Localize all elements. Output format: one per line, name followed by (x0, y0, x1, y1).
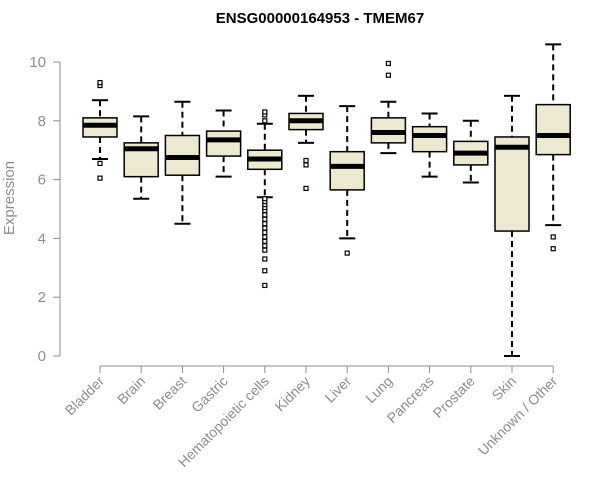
outlier-point (303, 185, 309, 192)
box-group (411, 112, 448, 178)
y-tick-label: 6 (38, 172, 46, 189)
x-tick-label: Breast (150, 373, 190, 413)
outlier-point (262, 118, 268, 124)
box (494, 136, 530, 232)
y-tick-label: 10 (29, 54, 46, 71)
x-tick-label: Bladder (62, 373, 108, 419)
outlier-point (262, 225, 268, 231)
y-tick-label: 4 (38, 230, 46, 247)
outlier-point (262, 268, 268, 274)
outlier-point (262, 216, 268, 222)
box-group (535, 43, 571, 252)
outlier-point (550, 246, 556, 252)
outlier-point (262, 243, 268, 249)
x-tick-label: Lung (362, 373, 395, 406)
outlier-point (550, 234, 556, 240)
outlier-point (262, 256, 268, 262)
box-group (205, 109, 242, 178)
chart-title: ENSG00000164953 - TMEM67 (216, 10, 424, 27)
box-group (164, 100, 201, 225)
x-tick-label: Kidney (272, 373, 314, 415)
y-axis-label: Expression (1, 161, 18, 235)
y-tick-label: 0 (38, 348, 46, 365)
outlier-point (262, 238, 268, 244)
y-tick-label: 2 (38, 289, 46, 306)
outlier-point (262, 282, 268, 289)
x-tick-label: Skin (489, 373, 520, 404)
x-tick-label: Liver (322, 373, 355, 406)
outlier-point (344, 250, 350, 256)
box (205, 130, 242, 157)
x-tick-label: Brain (114, 373, 148, 407)
box (411, 125, 448, 153)
outlier-point (97, 160, 103, 167)
box-group (453, 119, 489, 184)
box-group (82, 79, 118, 181)
box-group (288, 94, 324, 192)
box (535, 103, 571, 156)
y-tick-label: 8 (38, 113, 46, 130)
outlier-point (262, 196, 268, 202)
box-group (123, 115, 159, 200)
outlier-point (262, 212, 268, 218)
outlier-point (262, 234, 268, 240)
outlier-point (385, 72, 391, 78)
outlier-point (385, 60, 391, 67)
outlier-point (262, 247, 268, 253)
outlier-point (303, 162, 309, 168)
box-series (82, 43, 571, 357)
outlier-point (97, 175, 103, 181)
outlier-point (262, 109, 268, 115)
y-axis: 0 2 4 6 8 10 (29, 54, 61, 365)
box-group (370, 60, 407, 155)
x-tick-label: Prostate (430, 373, 478, 421)
box-group (329, 105, 365, 256)
outlier-point (303, 157, 309, 164)
outlier-point (262, 221, 268, 227)
outlier-point (97, 79, 103, 86)
outlier-point (262, 229, 268, 236)
box-group (494, 94, 530, 357)
box (329, 150, 365, 191)
box-group (247, 109, 283, 289)
